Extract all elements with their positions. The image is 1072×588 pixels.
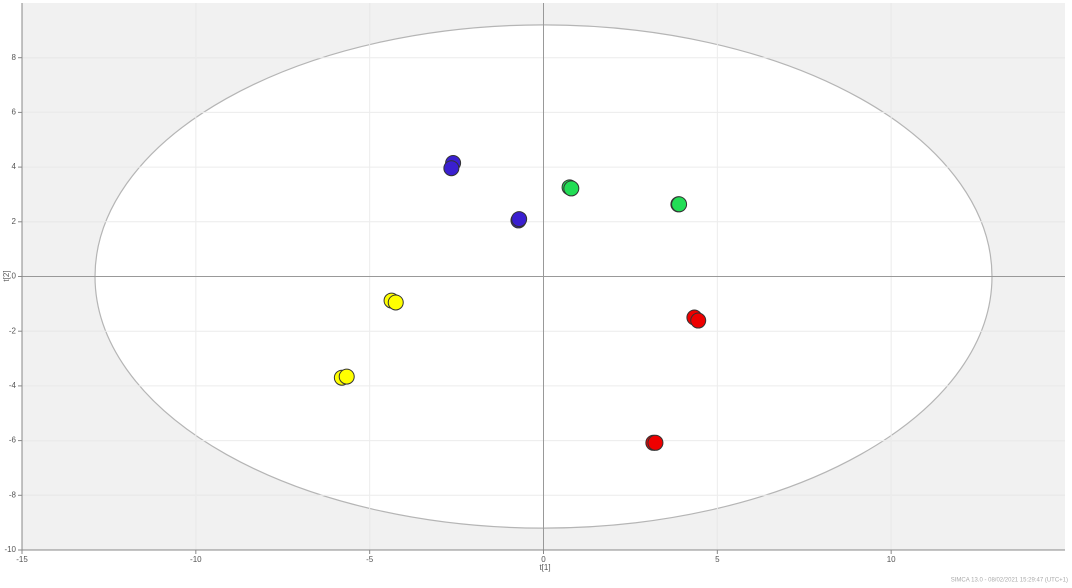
point — [443, 160, 460, 177]
x-tick-label: -10 — [190, 555, 202, 564]
x-tick-label: 5 — [715, 555, 720, 564]
y-tick-label: 8 — [12, 53, 17, 62]
y-tick-label: 0 — [12, 272, 17, 281]
y-tick-label: -8 — [9, 490, 17, 499]
x-tick-label: 10 — [887, 555, 896, 564]
y-tick-label: 4 — [12, 162, 17, 171]
x-tick-label: 0 — [541, 555, 546, 564]
point — [690, 312, 707, 329]
y-tick-label: -4 — [9, 381, 17, 390]
y-tick-label: -2 — [9, 326, 17, 335]
x-tick-label: -5 — [366, 555, 374, 564]
point — [563, 180, 580, 197]
point — [511, 211, 528, 228]
x-axis-label: t[1] — [539, 563, 550, 572]
y-tick-label: 2 — [12, 217, 17, 226]
point — [671, 196, 688, 213]
point — [387, 294, 404, 311]
point — [338, 368, 355, 385]
y-tick-label: 6 — [12, 108, 17, 117]
footer: SIMCA 13.0 - 08/02/2021 15:29:47 (UTC+1) — [951, 578, 1068, 584]
x-tick-label: -15 — [16, 555, 28, 564]
point — [647, 434, 664, 451]
y-axis-label: t[2] — [2, 270, 11, 281]
y-tick-label: -10 — [4, 545, 16, 554]
y-tick-label: -6 — [9, 436, 17, 445]
